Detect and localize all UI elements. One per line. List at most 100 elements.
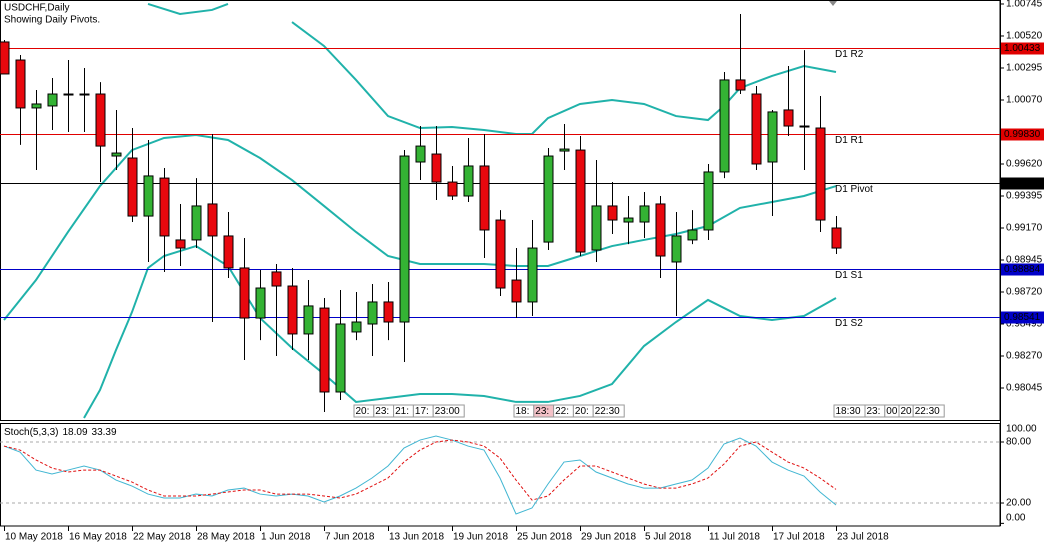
pivot-price-box bbox=[1001, 311, 1044, 324]
candle-body bbox=[351, 321, 362, 333]
candle-body bbox=[95, 93, 106, 147]
y-tick-label: 0.98270 bbox=[1006, 351, 1043, 362]
y-tick-label: 1.00520 bbox=[1006, 31, 1043, 42]
session-label: 20: bbox=[356, 406, 370, 417]
candle-body bbox=[271, 271, 282, 287]
candle-body bbox=[47, 93, 58, 107]
x-tick-label: 16 May 2018 bbox=[69, 532, 127, 543]
candle-body bbox=[319, 307, 330, 393]
pivot-name: D1 Pivot bbox=[835, 184, 873, 195]
candle-body bbox=[447, 181, 458, 197]
pivot-price-label: 0.99830 bbox=[1004, 129, 1041, 140]
candle-body bbox=[223, 235, 234, 269]
band-line bbox=[3, 133, 837, 321]
y-tick-label: 100.00 bbox=[1006, 424, 1037, 435]
candle-body bbox=[463, 165, 474, 197]
session-box bbox=[912, 404, 945, 418]
x-tick-label: 13 Jun 2018 bbox=[389, 532, 444, 543]
candle-body bbox=[367, 301, 378, 325]
candle-body bbox=[799, 125, 810, 128]
y-tick-label: 0.00 bbox=[1006, 513, 1026, 524]
session-label: 20 bbox=[901, 406, 913, 417]
pivot-price-label: 1.00433 bbox=[1004, 43, 1041, 54]
candle-body bbox=[191, 205, 202, 241]
x-tick-label: 29 Jun 2018 bbox=[581, 532, 636, 543]
y-tick-label: 0.99395 bbox=[1006, 191, 1043, 202]
candle-body bbox=[511, 279, 522, 303]
y-tick-label: 80.00 bbox=[1006, 437, 1031, 448]
candle-body bbox=[0, 41, 10, 75]
shift-marker bbox=[829, 1, 837, 6]
candle-body bbox=[207, 203, 218, 237]
candle-body bbox=[671, 235, 682, 263]
band-line bbox=[147, 3, 837, 135]
candle-body bbox=[767, 111, 778, 163]
session-label: 22:30 bbox=[915, 406, 940, 417]
y-tick-label: 1.00070 bbox=[1006, 95, 1043, 106]
candle-body bbox=[831, 227, 842, 249]
y-tick-label: 0.98495 bbox=[1006, 319, 1043, 330]
candle-body bbox=[63, 93, 74, 96]
candle-body bbox=[31, 103, 42, 109]
session-label: 21: bbox=[395, 406, 409, 417]
session-label: 18: bbox=[516, 406, 530, 417]
pivot-name: D1 S1 bbox=[835, 270, 863, 281]
stoch-line bbox=[3, 435, 837, 515]
stoch-value: 33.39 bbox=[92, 427, 117, 438]
pivot-name: D1 S2 bbox=[835, 318, 863, 329]
candle-body bbox=[415, 145, 426, 163]
stoch-label: Stoch(5,3,3) 18.09 33.39 bbox=[4, 427, 117, 438]
candle-body bbox=[111, 152, 122, 157]
x-tick-label: 5 Jul 2018 bbox=[645, 532, 692, 543]
candle-body bbox=[815, 127, 826, 221]
candle-body bbox=[495, 219, 506, 289]
x-tick-label: 19 Jun 2018 bbox=[453, 532, 508, 543]
chart-subtitle: Showing Daily Pivots. bbox=[4, 15, 100, 26]
candle-body bbox=[783, 109, 794, 127]
session-label: 17: bbox=[415, 406, 429, 417]
candle-body bbox=[623, 217, 634, 223]
x-tick-label: 7 Jun 2018 bbox=[325, 532, 375, 543]
x-tick-label: 1 Jun 2018 bbox=[261, 532, 311, 543]
candle-body bbox=[159, 177, 170, 237]
session-label: 18:30 bbox=[836, 406, 861, 417]
x-tick-label: 11 Jul 2018 bbox=[709, 532, 760, 543]
y-tick-label: 1.00295 bbox=[1006, 63, 1043, 74]
pivot-price-box bbox=[1001, 177, 1044, 190]
x-tick-label: 22 May 2018 bbox=[133, 532, 191, 543]
candle-body bbox=[335, 323, 346, 393]
pivot-price-label: 0.98541 bbox=[1004, 312, 1041, 323]
candle-body bbox=[575, 149, 586, 253]
y-tick-label: 20.00 bbox=[1006, 498, 1031, 509]
candle-body bbox=[239, 267, 250, 319]
candle-body bbox=[735, 79, 746, 91]
session-label: 22:30 bbox=[595, 406, 620, 417]
candle-body bbox=[591, 205, 602, 251]
candle-body bbox=[607, 205, 618, 221]
y-tick-label: 0.98045 bbox=[1006, 383, 1043, 394]
stoch-line bbox=[3, 439, 837, 501]
y-tick-label: 0.98720 bbox=[1006, 287, 1043, 298]
y-tick-label: 0.99170 bbox=[1006, 223, 1043, 234]
candle-body bbox=[399, 155, 410, 323]
stoch-value: 18.09 bbox=[62, 427, 87, 438]
session-box bbox=[432, 404, 465, 418]
y-tick-label: 0.99620 bbox=[1006, 159, 1043, 170]
candle-body bbox=[255, 287, 266, 319]
pivot-name: D1 R2 bbox=[835, 49, 864, 60]
x-tick-label: 28 May 2018 bbox=[197, 532, 255, 543]
candle-body bbox=[287, 285, 298, 335]
session-label: 22: bbox=[555, 406, 569, 417]
y-tick-label: 1.00745 bbox=[1006, 0, 1043, 10]
pivot-name: D1 R1 bbox=[835, 135, 864, 146]
session-label: 23: bbox=[867, 406, 881, 417]
candle-body bbox=[527, 247, 538, 303]
candle-body bbox=[687, 229, 698, 241]
pivot-price-box bbox=[1001, 42, 1044, 55]
candle-body bbox=[639, 205, 650, 223]
session-label: 00 bbox=[886, 406, 898, 417]
session-label: 23: bbox=[535, 406, 549, 417]
pivot-price-label: 0.99487 bbox=[1004, 178, 1041, 189]
candle-body bbox=[15, 59, 26, 109]
